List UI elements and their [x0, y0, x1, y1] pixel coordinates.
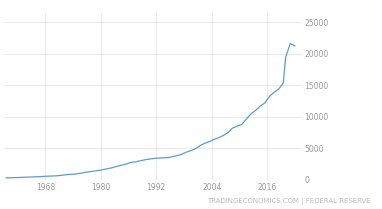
Text: TRADINGECONOMICS.COM | FEDERAL RESERVE: TRADINGECONOMICS.COM | FEDERAL RESERVE — [207, 198, 371, 204]
